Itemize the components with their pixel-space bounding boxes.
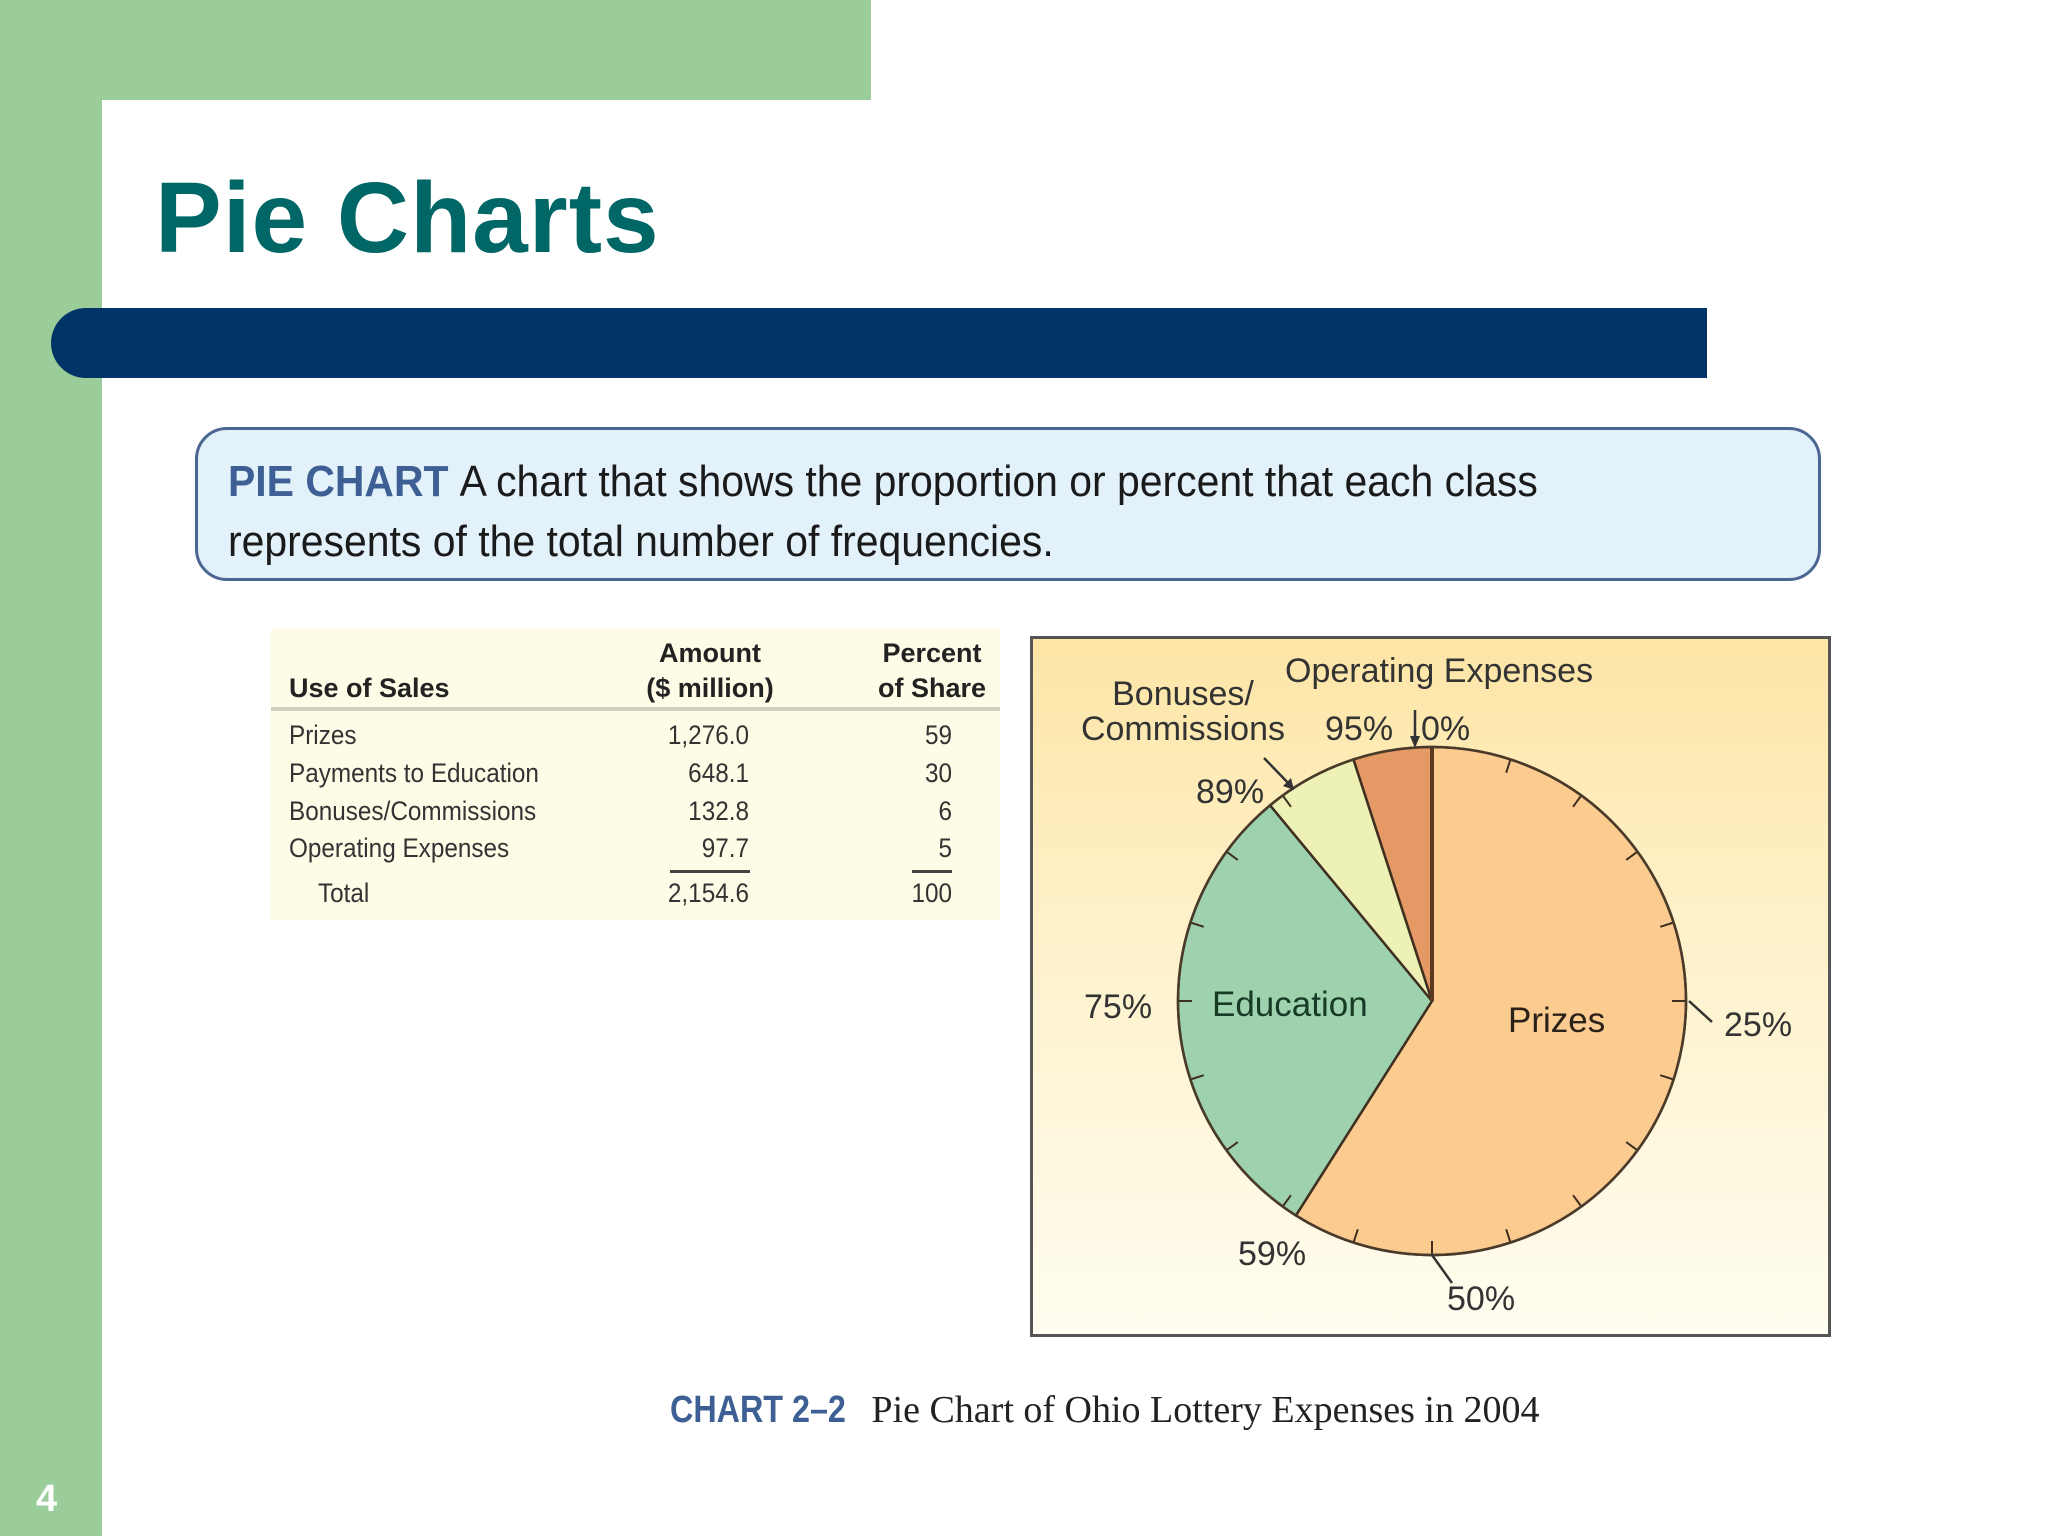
row-prizes-amount: 1,276.0 <box>667 720 749 750</box>
row-prizes-use: Prizes <box>289 720 357 750</box>
definition-text: PIE CHART A chart that shows the proporti… <box>228 452 1679 572</box>
row-total-amount: 2,154.6 <box>667 878 749 908</box>
pie-chart-frame <box>1030 636 1831 1337</box>
row-education-use: Payments to Education <box>289 758 539 788</box>
row-education-amount: 648.1 <box>688 758 749 788</box>
row-prizes-percent: 59 <box>924 720 952 750</box>
chart-caption: CHART 2–2 Pie Chart of Ohio Lottery Expe… <box>670 1388 1539 1432</box>
definition-body: A chart that shows the proportion or per… <box>228 457 1538 566</box>
header-of-share: of Share <box>877 673 987 703</box>
caption-label: CHART 2–2 <box>670 1389 846 1431</box>
left-green-sidebar <box>0 0 102 1536</box>
row-total-label: Total <box>318 878 370 908</box>
row-bonuses-amount: 132.8 <box>688 796 749 826</box>
row-operating-amount: 97.7 <box>701 833 749 863</box>
definition-term: PIE CHART <box>228 457 449 506</box>
row-education-percent: 30 <box>924 758 952 788</box>
row-bonuses-percent: 6 <box>938 796 952 826</box>
row-operating-percent: 5 <box>938 833 952 863</box>
header-amount-unit: ($ million) <box>646 673 774 703</box>
header-amount: Amount <box>659 638 761 668</box>
header-use-of-sales: Use of Sales <box>289 673 450 703</box>
row-bonuses-use: Bonuses/Commissions <box>289 796 537 826</box>
title-underline-bar <box>51 308 1707 378</box>
page-number: 4 <box>36 1478 58 1520</box>
row-total-percent: 100 <box>911 878 952 908</box>
row-operating-use: Operating Expenses <box>289 833 510 863</box>
header-percent: Percent <box>882 638 982 668</box>
slide-title: Pie Charts <box>155 162 660 274</box>
header-green-band <box>0 0 871 100</box>
percent-sum-line <box>912 870 952 873</box>
amount-sum-line <box>670 870 750 873</box>
caption-text: Pie Chart of Ohio Lottery Expenses in 20… <box>871 1389 1540 1431</box>
definition-box <box>195 427 1821 581</box>
data-table <box>271 628 1000 920</box>
table-header-rule <box>271 707 1000 711</box>
